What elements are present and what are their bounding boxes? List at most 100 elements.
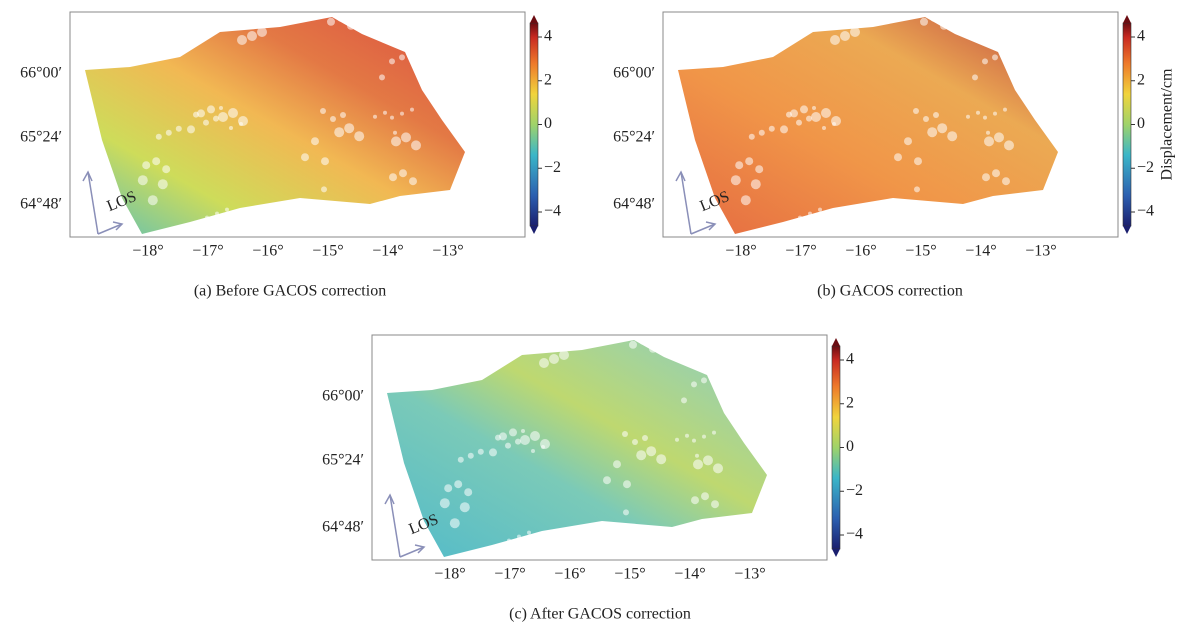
map-texture (633, 529, 639, 536)
map-texture (755, 165, 764, 174)
map-texture (703, 455, 713, 466)
colorbar-cap (1123, 226, 1131, 234)
map-texture (489, 448, 497, 457)
colorbar-cap (530, 15, 538, 23)
map-texture (927, 127, 938, 138)
map-texture (675, 437, 679, 442)
colorbar-cap (832, 338, 840, 346)
map-texture (646, 446, 657, 457)
map-texture (924, 206, 930, 213)
map-texture (740, 195, 751, 206)
map-texture (821, 108, 831, 118)
map-texture (399, 54, 405, 61)
map-texture (225, 207, 229, 212)
map-texture (840, 31, 850, 41)
map-texture (681, 397, 687, 404)
map-texture (321, 157, 329, 166)
map-texture (742, 33, 746, 38)
map-texture (947, 131, 958, 142)
map-texture (157, 179, 168, 190)
map-texture (702, 434, 706, 439)
lon-label: −15° (614, 566, 645, 583)
map-texture (399, 169, 407, 178)
map-texture (247, 31, 257, 41)
lat-label: 66°00′ (20, 65, 62, 82)
los-arrow-head (112, 221, 124, 231)
map-texture (808, 211, 812, 216)
map-texture (982, 58, 988, 65)
map-texture (632, 439, 638, 445)
los-arrow (690, 223, 716, 235)
map-texture (373, 114, 377, 119)
lon-label: −17° (785, 243, 816, 260)
lat-label: 65°24′ (613, 129, 655, 146)
map-texture (321, 186, 327, 193)
map-texture (711, 500, 719, 509)
lat-label: 64°48′ (322, 519, 364, 536)
map-texture (800, 105, 808, 114)
panel-caption: (b) GACOS correction (817, 283, 963, 300)
map-texture (347, 21, 355, 30)
map-texture (923, 116, 929, 122)
map-texture (730, 175, 741, 186)
map-texture (237, 35, 247, 45)
map-texture (712, 430, 716, 435)
map-texture (904, 137, 912, 146)
map-texture (613, 525, 619, 532)
map-texture (972, 74, 978, 81)
los-arrow-head (414, 544, 426, 554)
colorbar-tick-label: −4 (544, 203, 561, 220)
colorbar-cap (1123, 15, 1131, 23)
colorbar-tick-label: −2 (1137, 159, 1154, 176)
map-texture (762, 37, 766, 42)
map-texture (517, 534, 521, 539)
colorbar-tick-label: 2 (846, 394, 854, 411)
map-texture (228, 108, 238, 118)
map-texture (238, 116, 248, 126)
lat-label: 65°24′ (20, 129, 62, 146)
lon-label: −18° (725, 243, 756, 260)
colorbar-tick-label: 4 (544, 28, 552, 45)
map-texture (257, 27, 267, 37)
map-texture (752, 41, 756, 46)
map-texture (411, 140, 421, 151)
colorbar-tick-label: −2 (544, 159, 561, 176)
colorbar-tick-label: −4 (1137, 203, 1154, 220)
map-texture (390, 115, 394, 120)
map-texture (147, 195, 158, 206)
map-texture (992, 169, 1000, 178)
map-texture (344, 123, 355, 134)
lon-label: −14° (372, 243, 403, 260)
map-texture (505, 442, 511, 449)
lat-label: 64°48′ (613, 196, 655, 213)
lon-label: −17° (192, 243, 223, 260)
map-texture (197, 109, 205, 118)
map-texture (623, 509, 629, 516)
map-texture (389, 173, 397, 182)
map-texture (207, 105, 215, 114)
displacement-map (387, 340, 767, 557)
lon-label: −15° (905, 243, 936, 260)
map-texture (913, 108, 919, 114)
map-texture (768, 125, 775, 132)
map-texture (451, 356, 455, 361)
map-texture (410, 107, 414, 112)
map-texture (914, 186, 920, 193)
map-texture (1004, 140, 1014, 151)
map-texture (499, 432, 507, 441)
map-texture (454, 480, 463, 489)
map-texture (830, 35, 840, 45)
map-texture (822, 126, 826, 130)
los-arrow-head (384, 493, 395, 505)
map-texture (205, 215, 209, 220)
colorbar-cap (530, 226, 538, 234)
map-texture (354, 131, 365, 142)
map-texture (904, 202, 910, 209)
map-texture (311, 137, 319, 146)
map-texture (459, 502, 470, 513)
lon-label: −13° (734, 566, 765, 583)
map-texture (790, 109, 798, 118)
lat-label: 66°00′ (613, 65, 655, 82)
map-texture (507, 538, 511, 543)
